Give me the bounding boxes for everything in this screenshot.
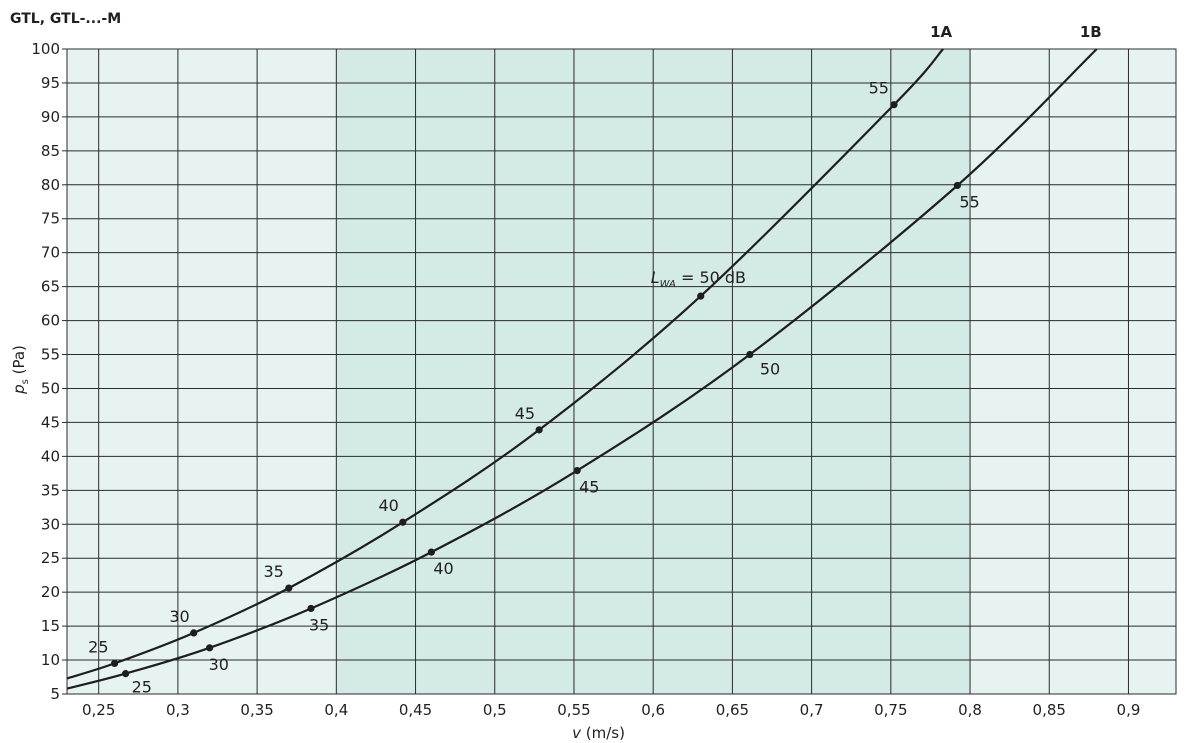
point-1a-30: [190, 629, 198, 637]
point-1b-40: [427, 548, 435, 556]
x-tick-label: 0,6: [641, 701, 665, 719]
y-tick-label: 55: [41, 346, 60, 364]
point-1b-45: [573, 467, 581, 475]
y-tick-label: 70: [41, 244, 60, 262]
plot-background: [67, 49, 1176, 694]
point-label-1b-55: 55: [959, 192, 979, 211]
x-tick-label: 0,5: [483, 701, 507, 719]
point-1a-50: [697, 292, 705, 300]
x-tick-label: 0,35: [240, 701, 273, 719]
plot-frame: [66, 48, 1177, 695]
point-label-1a-45: 45: [515, 404, 535, 423]
x-tick-label: 0,75: [874, 701, 907, 719]
point-label-1b-30: 30: [209, 655, 229, 674]
y-tick-label: 75: [41, 210, 60, 228]
point-1b-55: [953, 181, 961, 190]
x-tick-label: 0,55: [557, 701, 590, 719]
curve-1b: [66, 48, 1098, 690]
y-axis-title: ps (Pa): [10, 345, 31, 395]
series-label-1a: 1A: [930, 23, 952, 41]
point-1a-45: [535, 426, 543, 434]
point-label-1a-55: 55: [869, 79, 889, 98]
y-tick-label: 95: [41, 74, 60, 92]
chart-title: GTL, GTL-...-M: [10, 11, 121, 27]
x-tick-label: 0,7: [800, 701, 824, 719]
point-1a-40: [399, 518, 407, 526]
y-tick-label: 50: [41, 379, 60, 397]
point-1b-35: [307, 604, 315, 613]
x-axis-title: v (m/s): [572, 724, 625, 742]
point-1b-50: [746, 350, 754, 359]
point-1a-25: [110, 659, 119, 668]
point-label-1a-40: 40: [379, 496, 399, 515]
point-label-1a-35: 35: [263, 562, 283, 581]
point-label-1b-25: 25: [132, 678, 152, 697]
curves: [66, 48, 1098, 690]
y-tick-label: 60: [41, 312, 60, 330]
y-tick-label: 10: [41, 651, 60, 669]
y-tick-label: 15: [41, 617, 60, 635]
x-tick-label: 0,25: [82, 701, 115, 719]
y-tick-label: 80: [41, 176, 60, 194]
point-label-1b-45: 45: [579, 478, 599, 497]
y-tick-label: 40: [41, 447, 60, 465]
data-points: [110, 101, 961, 678]
point-label-1a-25: 25: [88, 637, 108, 656]
point-label-1a-30: 30: [169, 607, 189, 626]
y-tick-label: 85: [41, 142, 60, 160]
y-tick-label: 20: [41, 583, 60, 601]
point-labels: 1A 25 30 35 40 45 LWA = 50 dB 55 1B 25 30 35 40 45 50 5…: [88, 23, 1102, 697]
curve-1a: [66, 48, 944, 680]
x-tick-label: 0,8: [958, 701, 982, 719]
y-tick-label: 65: [41, 278, 60, 296]
axes: 0,25 0,3 0,35 0,4 0,45 0,5 0,55 0,6 0,65 0,7 0,75 0…: [10, 40, 1177, 742]
point-1a-35: [285, 584, 293, 592]
x-tick-label: 0,85: [1033, 701, 1066, 719]
point-1a-55: [890, 101, 898, 109]
y-tick-label: 90: [41, 108, 60, 126]
point-label-1b-35: 35: [309, 615, 329, 634]
series-label-1b: 1B: [1080, 23, 1102, 41]
y-tick-label: 5: [50, 685, 60, 703]
y-tick-label: 45: [41, 413, 60, 431]
annotation-lwa: LWA = 50 dB: [651, 268, 746, 290]
point-label-1b-50: 50: [760, 360, 780, 379]
x-tick-label: 0,4: [324, 701, 348, 719]
point-1b-25: [122, 670, 130, 678]
y-tick-label: 30: [41, 515, 60, 533]
point-label-1b-40: 40: [433, 559, 453, 578]
x-tick-label: 0,45: [399, 701, 432, 719]
point-1b-30: [205, 644, 214, 652]
x-tick-label: 0,65: [716, 701, 749, 719]
x-tick-label: 0,9: [1117, 701, 1141, 719]
y-tick-label: 35: [41, 481, 60, 499]
grid: [67, 48, 1176, 695]
y-tick-label: 25: [41, 549, 60, 567]
y-tick-label: 100: [31, 40, 60, 58]
x-tick-label: 0,3: [166, 701, 190, 719]
